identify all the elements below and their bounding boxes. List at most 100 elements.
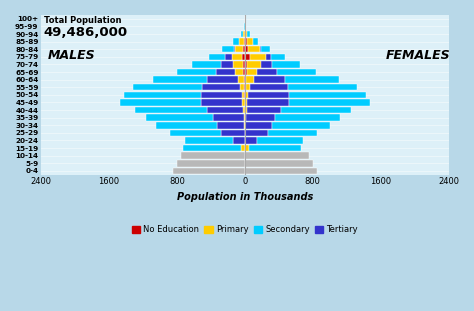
Bar bbox=[245, 53, 249, 60]
Bar bbox=[260, 46, 261, 53]
Bar bbox=[201, 92, 242, 98]
Bar bbox=[237, 77, 244, 83]
Bar bbox=[242, 99, 245, 106]
Bar bbox=[245, 168, 317, 174]
Bar bbox=[244, 84, 245, 91]
Bar bbox=[173, 168, 245, 174]
Bar bbox=[248, 46, 260, 53]
Bar bbox=[192, 61, 221, 68]
Bar bbox=[245, 130, 268, 136]
Bar bbox=[133, 84, 202, 91]
Bar bbox=[177, 69, 216, 75]
Bar bbox=[213, 114, 244, 121]
Bar bbox=[246, 38, 253, 45]
Bar bbox=[233, 61, 243, 68]
Bar bbox=[250, 84, 288, 91]
Text: 49,486,000: 49,486,000 bbox=[44, 26, 128, 39]
Bar bbox=[245, 145, 249, 151]
Bar bbox=[244, 38, 245, 45]
Bar bbox=[271, 53, 285, 60]
Bar bbox=[181, 152, 245, 159]
Bar bbox=[243, 107, 245, 113]
Bar bbox=[245, 99, 247, 106]
Bar bbox=[253, 38, 258, 45]
Bar bbox=[257, 137, 303, 144]
Bar bbox=[290, 92, 366, 98]
Bar bbox=[124, 92, 201, 98]
Text: Total Population: Total Population bbox=[44, 16, 121, 25]
Bar bbox=[135, 107, 208, 113]
Bar bbox=[249, 53, 265, 60]
Bar bbox=[183, 145, 241, 151]
Bar bbox=[241, 31, 243, 37]
Bar bbox=[201, 99, 242, 106]
Bar bbox=[273, 61, 301, 68]
Bar bbox=[246, 84, 250, 91]
Bar bbox=[246, 114, 275, 121]
Bar bbox=[242, 92, 245, 98]
Bar bbox=[244, 114, 245, 121]
Bar bbox=[268, 130, 317, 136]
Bar bbox=[247, 31, 249, 37]
Bar bbox=[235, 69, 243, 75]
Bar bbox=[249, 145, 301, 151]
Bar bbox=[245, 46, 248, 53]
Bar bbox=[257, 69, 277, 75]
Legend: No Education, Primary, Secondary, Tertiary: No Education, Primary, Secondary, Tertia… bbox=[128, 222, 362, 238]
Bar bbox=[240, 84, 244, 91]
Bar bbox=[243, 46, 245, 53]
Bar bbox=[245, 160, 313, 166]
Bar bbox=[243, 31, 245, 37]
Bar bbox=[222, 46, 234, 53]
Bar bbox=[246, 92, 248, 98]
Bar bbox=[246, 107, 282, 113]
Bar bbox=[245, 152, 309, 159]
Bar bbox=[288, 84, 357, 91]
Text: MALES: MALES bbox=[48, 49, 96, 63]
Bar bbox=[285, 77, 339, 83]
Bar bbox=[208, 107, 243, 113]
Bar bbox=[221, 61, 233, 68]
Bar bbox=[225, 53, 232, 60]
Bar bbox=[232, 53, 242, 60]
Bar bbox=[246, 31, 247, 37]
Bar bbox=[282, 107, 351, 113]
Text: FEMALES: FEMALES bbox=[386, 49, 450, 63]
Bar bbox=[247, 69, 257, 75]
Bar bbox=[247, 99, 289, 106]
Bar bbox=[243, 61, 245, 68]
Bar bbox=[239, 38, 244, 45]
Bar bbox=[233, 38, 239, 45]
Bar bbox=[273, 122, 330, 128]
Bar bbox=[245, 69, 247, 75]
Bar bbox=[243, 69, 245, 75]
Bar bbox=[245, 114, 246, 121]
Bar bbox=[245, 38, 246, 45]
Bar bbox=[261, 46, 270, 53]
Bar bbox=[244, 23, 245, 30]
Bar bbox=[254, 77, 285, 83]
Bar bbox=[120, 99, 201, 106]
Bar bbox=[265, 53, 271, 60]
Bar bbox=[275, 114, 340, 121]
Bar bbox=[202, 84, 240, 91]
Bar bbox=[261, 61, 273, 68]
Bar bbox=[170, 130, 221, 136]
Bar bbox=[245, 84, 246, 91]
Bar bbox=[207, 77, 237, 83]
Bar bbox=[233, 137, 245, 144]
Bar bbox=[146, 114, 213, 121]
Bar bbox=[246, 77, 254, 83]
Bar bbox=[245, 61, 247, 68]
Bar bbox=[289, 99, 370, 106]
Bar bbox=[209, 53, 225, 60]
Bar bbox=[245, 137, 257, 144]
Bar bbox=[247, 61, 261, 68]
Bar bbox=[242, 53, 245, 60]
Bar bbox=[245, 77, 246, 83]
Bar bbox=[246, 122, 273, 128]
Bar bbox=[185, 137, 233, 144]
Bar bbox=[244, 77, 245, 83]
Bar bbox=[216, 69, 235, 75]
Bar bbox=[177, 160, 245, 166]
